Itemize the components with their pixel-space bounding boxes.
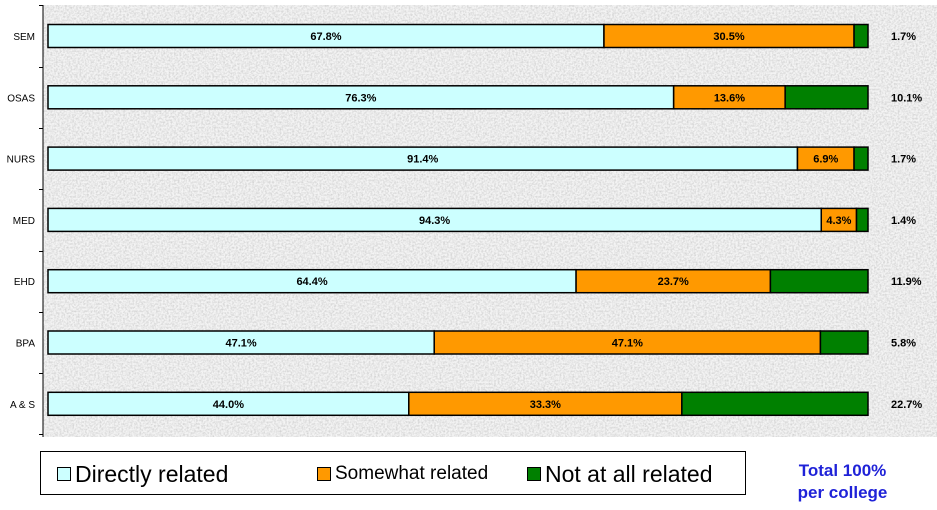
data-label-nurs-not-at-all-related: 1.7% [891, 154, 916, 166]
legend-item-directly-related: Directly related [57, 452, 228, 496]
total-note-line1: Total 100% [798, 461, 887, 480]
total-note-line2: per college [797, 483, 888, 502]
legend-label-directly-related: Directly related [75, 460, 229, 487]
data-label-osas-directly-related: 76.3% [345, 92, 376, 104]
legend-swatch-directly-related [57, 467, 71, 481]
data-label-a-s-not-at-all-related: 22.7% [891, 399, 922, 411]
data-label-med-directly-related: 94.3% [419, 215, 450, 227]
category-label-med: MED [13, 216, 35, 227]
category-label-sem: SEM [13, 32, 35, 43]
legend-label-not-at-all-related: Not at all related [545, 460, 713, 487]
data-label-med-somewhat-related: 4.3% [826, 215, 851, 227]
chart-svg: SEM 67.8% 30.5% 1.7% OSAS 76.3% 13.6% 10.1% NURS… [7, 5, 937, 437]
data-label-sem-somewhat-related: 30.5% [713, 31, 744, 43]
legend-swatch-somewhat-related [317, 467, 331, 481]
bar-sem-not-at-all-related [853, 23, 869, 49]
category-label-osas: OSAS [7, 93, 35, 104]
data-label-bpa-somewhat-related: 47.1% [612, 338, 643, 350]
bar-a-s-not-at-all-related [681, 391, 869, 417]
data-label-bpa-directly-related: 47.1% [226, 338, 257, 350]
bar-med-not-at-all-related [855, 207, 869, 233]
data-label-osas-somewhat-related: 13.6% [714, 92, 745, 104]
legend-item-somewhat-related: Somewhat related [317, 452, 488, 496]
data-label-nurs-somewhat-related: 6.9% [813, 154, 838, 166]
data-label-sem-not-at-all-related: 1.7% [891, 31, 916, 43]
legend-item-not-at-all-related: Not at all related [527, 452, 712, 496]
data-label-nurs-directly-related: 91.4% [407, 154, 438, 166]
data-label-ehd-somewhat-related: 23.7% [658, 276, 689, 288]
legend-swatch-not-at-all-related [527, 467, 541, 481]
category-label-bpa: BPA [16, 339, 36, 350]
category-label-ehd: EHD [14, 277, 35, 288]
data-label-sem-directly-related: 67.8% [310, 31, 341, 43]
legend: Directly related Somewhat related Not at… [40, 451, 746, 495]
bar-nurs-not-at-all-related [853, 146, 869, 171]
data-label-bpa-not-at-all-related: 5.8% [891, 338, 916, 350]
data-label-ehd-not-at-all-related: 11.9% [891, 276, 922, 288]
legend-label-somewhat-related: Somewhat related [335, 463, 489, 484]
total-note: Total 100% per college [780, 460, 905, 504]
bar-bpa-not-at-all-related [819, 330, 869, 355]
category-label-nurs: NURS [7, 155, 36, 166]
category-label-a-s: A & S [10, 400, 35, 411]
data-label-osas-not-at-all-related: 10.1% [891, 92, 922, 104]
data-label-med-not-at-all-related: 1.4% [891, 215, 916, 227]
data-label-a-s-directly-related: 44.0% [213, 399, 244, 411]
bar-ehd-not-at-all-related [769, 268, 869, 294]
data-label-ehd-directly-related: 64.4% [296, 276, 327, 288]
data-label-a-s-somewhat-related: 33.3% [530, 399, 561, 411]
bar-osas-not-at-all-related [784, 85, 869, 110]
